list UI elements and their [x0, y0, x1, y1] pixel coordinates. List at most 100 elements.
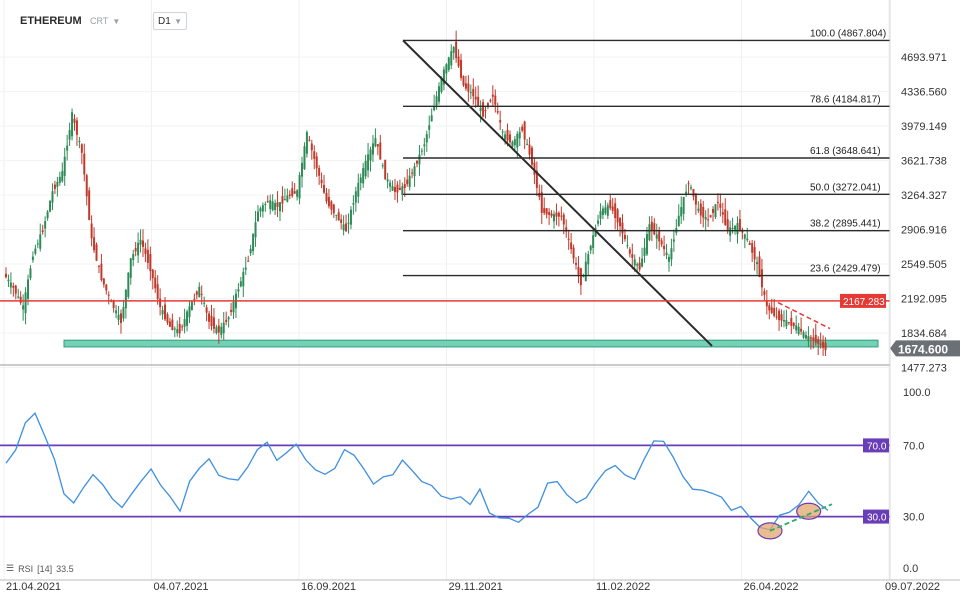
candle-body: [504, 134, 507, 140]
candle-body: [469, 92, 472, 94]
candle-body: [677, 215, 680, 227]
candle-body: [34, 248, 37, 254]
candle-body: [425, 134, 428, 143]
source-selector[interactable]: CRT ▼: [90, 12, 120, 30]
candle-body: [403, 184, 406, 188]
candle-body: [435, 96, 438, 106]
candle-body: [337, 212, 340, 221]
candle-body: [230, 309, 233, 312]
fibonacci-level-label: 61.8 (3648.641): [810, 146, 881, 157]
candle-body: [638, 262, 641, 270]
candle-body: [212, 317, 215, 329]
candle-body: [413, 166, 416, 177]
price-axis-tick-label: 2192.095: [901, 293, 947, 305]
candle-body: [134, 248, 137, 252]
candle-body: [562, 214, 565, 225]
candle-body: [29, 268, 32, 279]
candle-body: [61, 171, 64, 182]
candle-body: [171, 319, 174, 330]
candle-body: [438, 86, 441, 102]
timeframe-selector[interactable]: D1 ▼: [153, 12, 187, 30]
candle-body: [516, 133, 519, 148]
fibonacci-level-label: 38.2 (2895.441): [810, 219, 881, 230]
candle-body: [819, 343, 822, 345]
candle-body: [31, 256, 34, 261]
candle-body: [548, 212, 551, 215]
candle-body: [97, 265, 100, 267]
candle-body: [266, 201, 269, 203]
rsi-axis-tick-label: 30.0: [903, 512, 924, 524]
candle-body: [690, 187, 692, 189]
candle-body: [291, 188, 294, 197]
candle-body: [112, 300, 115, 308]
candle-body: [239, 281, 242, 287]
candle-body: [217, 325, 220, 333]
candle-body: [535, 170, 538, 189]
candle-body: [227, 317, 230, 320]
candle-body: [296, 190, 299, 197]
candle-body: [626, 245, 629, 247]
candle-body: [310, 143, 313, 151]
candle-body: [36, 243, 39, 245]
source-label: CRT: [90, 16, 109, 26]
candle-body: [621, 222, 624, 234]
candle-body: [440, 78, 443, 92]
candle-body: [367, 154, 370, 171]
candle-body: [5, 273, 7, 278]
candle-body: [389, 182, 392, 187]
price-panel: 100.0 (4867.804) 78.6 (4184.817) 61.8 (364…: [0, 28, 960, 357]
candle-body: [712, 209, 715, 213]
candle-body: [692, 189, 695, 197]
candle-body: [80, 144, 83, 153]
candle-body: [653, 223, 656, 235]
candle-body: [687, 183, 690, 185]
candle-body: [261, 205, 264, 212]
rsi-axis-tick-label: 0.0: [903, 563, 918, 575]
candle-body: [315, 156, 318, 169]
candle-body: [685, 191, 688, 195]
candle-body: [73, 118, 76, 123]
candle-body: [242, 271, 245, 287]
candle-body: [164, 304, 167, 320]
candle-body: [604, 207, 607, 214]
x-axis-tick-label: 21.04.2021: [6, 581, 61, 593]
candle-body: [279, 202, 281, 212]
x-axis-tick-label: 09.07.2022: [885, 581, 940, 593]
candle-body: [78, 141, 81, 143]
candle-body: [572, 247, 575, 259]
candle-body: [518, 131, 521, 139]
candle-body: [795, 325, 798, 331]
candle-body: [127, 272, 130, 297]
fibonacci-level-label: 50.0 (3272.041): [810, 182, 881, 193]
candle-body: [384, 159, 387, 180]
candle-body: [714, 204, 717, 218]
candle-body: [359, 177, 362, 183]
candle-body: [247, 260, 250, 262]
candle-body: [68, 130, 71, 140]
candle-body: [533, 162, 536, 175]
candle-body: [320, 179, 323, 184]
fibonacci-level-label: 23.6 (2429.479): [810, 264, 881, 275]
candle-body: [736, 223, 739, 235]
minor-downtrend-line: [777, 301, 831, 330]
candle-body: [790, 317, 793, 326]
candle-body: [526, 143, 529, 145]
candle-body: [39, 234, 42, 249]
candle-body: [611, 206, 614, 211]
candle-body: [707, 219, 710, 221]
candle-body: [445, 64, 448, 74]
price-axis-tick-label: 1834.684: [901, 328, 947, 340]
chevron-down-icon: ▼: [174, 16, 182, 26]
candle-body: [411, 172, 414, 174]
resistance-price-badge: [840, 293, 886, 308]
rsi-settings-icon[interactable]: ☰: [6, 563, 15, 573]
candle-body: [17, 296, 20, 298]
resistance-price-label: 2167.283: [843, 297, 885, 308]
candle-body: [557, 212, 560, 217]
candle-body: [423, 144, 426, 147]
candle-body: [354, 191, 357, 203]
candle-body: [408, 175, 411, 187]
candle-body: [349, 209, 352, 225]
